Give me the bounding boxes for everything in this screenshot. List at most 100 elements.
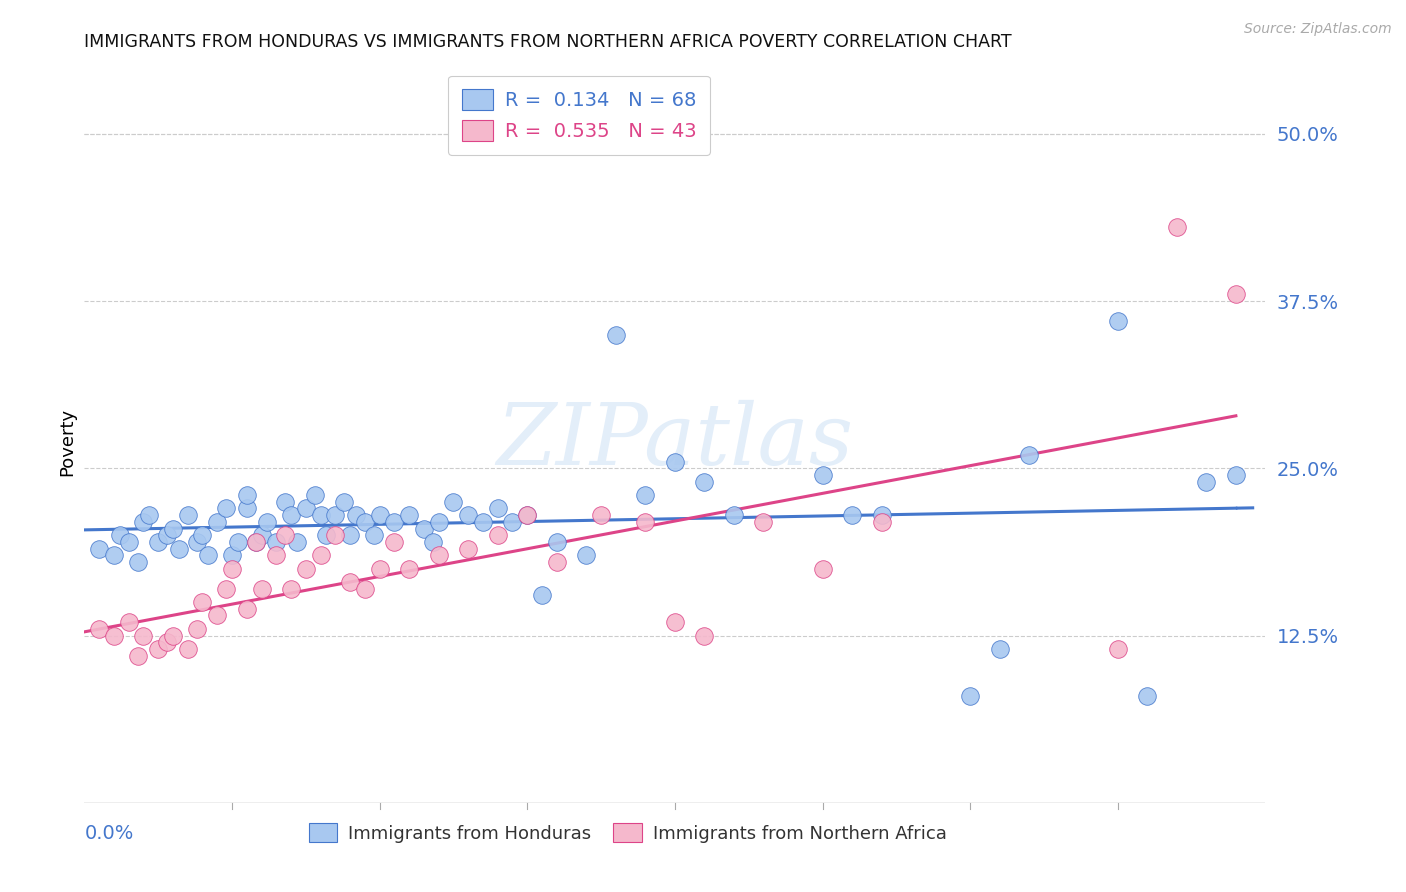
Point [841, 508, 863, 523]
Point [363, 528, 385, 542]
Point [132, 628, 155, 642]
Point [162, 628, 184, 642]
Point [1195, 475, 1218, 489]
Point [486, 501, 509, 516]
Point [221, 562, 243, 576]
Point [226, 534, 249, 549]
Point [591, 508, 613, 523]
Point [295, 501, 318, 516]
Point [339, 575, 361, 590]
Point [516, 508, 538, 523]
Point [443, 494, 465, 508]
Point [266, 534, 288, 549]
Point [546, 534, 568, 549]
Point [245, 534, 267, 549]
Point [368, 508, 391, 523]
Point [1018, 448, 1040, 462]
Point [1107, 314, 1129, 328]
Point [457, 541, 479, 556]
Point [988, 642, 1011, 657]
Point [516, 508, 538, 523]
Point [215, 582, 238, 596]
Point [634, 515, 657, 529]
Point [634, 488, 657, 502]
Point [207, 515, 229, 529]
Point [191, 528, 214, 542]
Point [315, 528, 337, 542]
Point [280, 508, 302, 523]
Point [156, 528, 179, 542]
Point [1136, 689, 1159, 703]
Point [723, 508, 745, 523]
Point [266, 548, 288, 563]
Point [752, 515, 775, 529]
Point [333, 494, 356, 508]
Point [215, 501, 238, 516]
Point [605, 327, 627, 342]
Point [309, 548, 332, 563]
Point [870, 515, 893, 529]
Point [177, 642, 200, 657]
Point [103, 548, 125, 563]
Point [236, 488, 259, 502]
Point [1107, 642, 1129, 657]
Point [413, 521, 436, 535]
Point [236, 501, 259, 516]
Point [274, 528, 297, 542]
Text: 0.0%: 0.0% [84, 824, 134, 844]
Text: IMMIGRANTS FROM HONDURAS VS IMMIGRANTS FROM NORTHERN AFRICA POVERTY CORRELATION : IMMIGRANTS FROM HONDURAS VS IMMIGRANTS F… [84, 33, 1012, 52]
Point [811, 467, 834, 482]
Point [339, 528, 361, 542]
Point [118, 534, 141, 549]
Point [382, 534, 406, 549]
Point [138, 508, 160, 523]
Point [398, 562, 420, 576]
Point [103, 628, 125, 642]
Point [309, 508, 332, 523]
Legend: Immigrants from Honduras, Immigrants from Northern Africa: Immigrants from Honduras, Immigrants fro… [299, 814, 956, 852]
Point [427, 515, 450, 529]
Point [207, 608, 229, 623]
Point [693, 628, 716, 642]
Point [295, 562, 318, 576]
Point [250, 528, 273, 542]
Point [486, 528, 509, 542]
Point [457, 508, 479, 523]
Point [811, 562, 834, 576]
Point [344, 508, 367, 523]
Point [191, 595, 214, 609]
Point [531, 589, 554, 603]
Point [368, 562, 391, 576]
Point [250, 582, 273, 596]
Point [87, 622, 111, 636]
Point [427, 548, 450, 563]
Point [162, 521, 184, 535]
Point [245, 534, 267, 549]
Point [664, 615, 686, 630]
Point [148, 534, 170, 549]
Point [575, 548, 598, 563]
Point [304, 488, 326, 502]
Point [186, 534, 208, 549]
Point [274, 494, 297, 508]
Point [256, 515, 278, 529]
Point [285, 534, 308, 549]
Point [1225, 467, 1247, 482]
Point [959, 689, 981, 703]
Point [325, 508, 347, 523]
Point [546, 555, 568, 569]
Point [422, 534, 444, 549]
Point [664, 455, 686, 469]
Point [132, 515, 155, 529]
Point [693, 475, 716, 489]
Point [118, 615, 141, 630]
Point [1166, 220, 1188, 235]
Point [167, 541, 190, 556]
Point [148, 642, 170, 657]
Point [501, 515, 523, 529]
Point [221, 548, 243, 563]
Point [870, 508, 893, 523]
Point [127, 555, 149, 569]
Point [177, 508, 200, 523]
Point [87, 541, 111, 556]
